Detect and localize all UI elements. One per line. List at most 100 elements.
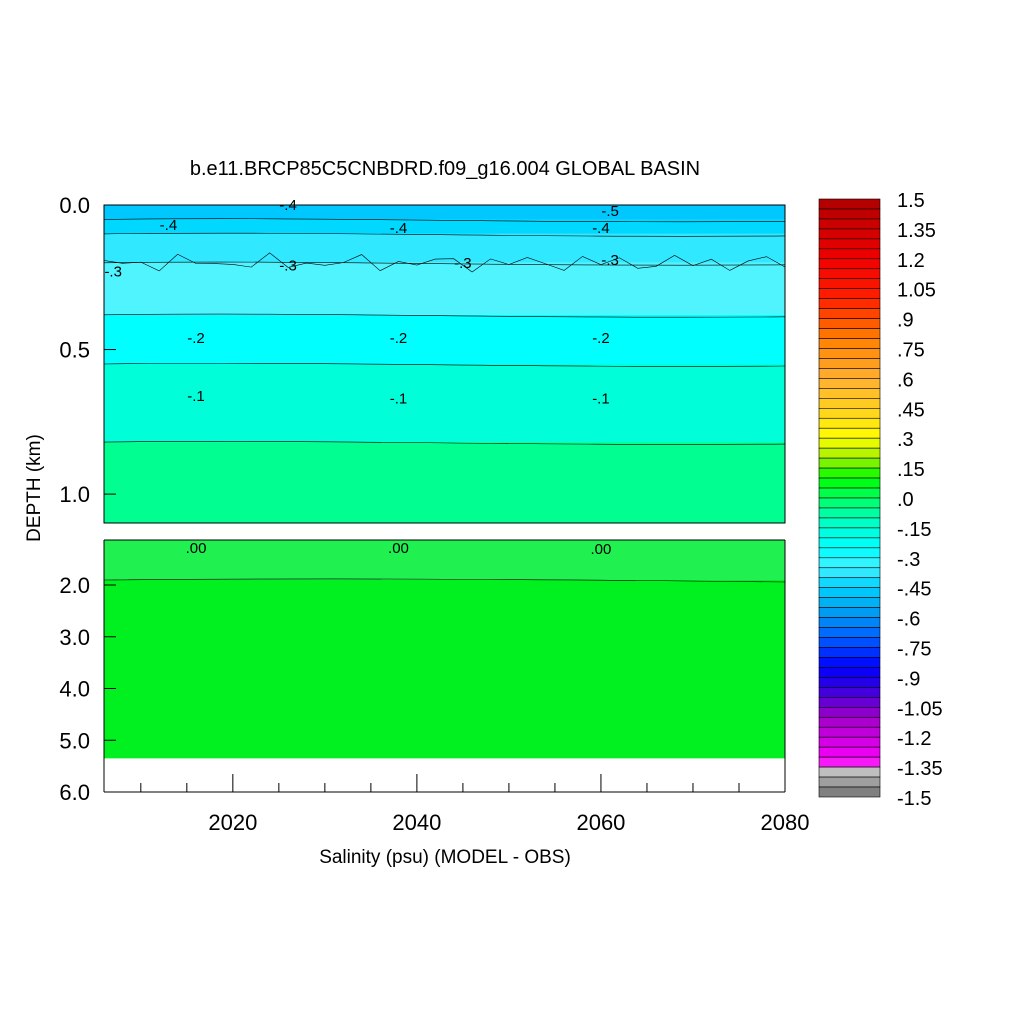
colorbar-swatch-58 [818,776,881,788]
colorbar-swatch-4 [818,238,881,250]
colorbar-swatch-8 [818,278,881,290]
colorbar-swatch-11 [818,308,881,319]
colorbar-swatch-26 [818,457,881,469]
colorbar-label-9: .15 [897,459,925,481]
colorbar-swatch-25 [818,447,881,459]
colorbar-label-20: -1.5 [897,788,931,810]
x-axis-label: Salinity (psu) (MODEL - OBS) [319,847,571,868]
contour-label-6: -.3 [279,258,297,275]
layer-fill-5 [104,364,785,443]
colorbar-swatch-34 [818,537,881,549]
layer-fill-6 [104,442,785,523]
colorbar-swatch-18 [818,378,881,389]
colorbar-label-3: 1.05 [897,280,936,302]
colorbar-swatch-14 [818,338,881,349]
layer-fill-1 [104,219,785,234]
contour-label-17: .00 [591,541,612,558]
colorbar-swatch-39 [818,587,881,598]
upper-panel-frame [103,204,786,524]
colorbar-swatch-20 [818,398,881,409]
colorbar-label-8: .3 [897,429,914,451]
colorbar-swatch-35 [818,547,881,559]
colorbar-swatch-30 [818,497,881,509]
x-axis: 2020 2040 2060 2080 [140,774,810,835]
colorbar-swatch-56 [818,756,881,768]
layer-fill-2 [104,233,785,263]
layer-fill-7 [104,540,785,580]
colorbar-label-0: 1.5 [897,190,925,212]
contour-label-4: -.5 [601,203,619,220]
colorbar-swatch-13 [818,328,881,339]
lower-panel: .00 .00 .00 2.0 3.0 4.0 5.0 6.0 [59,539,786,805]
contour-label-2: -.4 [390,220,408,237]
contour-line-6 [103,440,786,445]
y-axis-label: DEPTH (km) [24,434,45,542]
colorbar-swatch-38 [818,577,881,589]
contour-label-9: -.2 [187,330,205,347]
colorbar-swatch-19 [818,388,881,399]
colorbar-swatch-23 [818,427,881,439]
colorbar-swatch-22 [818,417,881,429]
colorbar-swatch-15 [818,348,881,359]
layer-fill-4 [104,314,785,364]
colorbar-label-12: -.3 [897,549,920,571]
colorbar-label-17: -1.05 [897,698,943,720]
contour-label-8: -.3 [601,252,619,269]
colorbar-label-6: .6 [897,369,914,391]
colorbar-swatch-7 [818,268,881,280]
colorbar-swatch-10 [818,298,881,309]
colorbar-swatch-50 [818,697,881,708]
colorbar: 1.5 1.35 1.2 1.05 .9 .75 .6 .45 .3 .15 .0 -.15 -.3 -.… [818,190,943,810]
colorbar-swatch-59 [818,786,881,798]
y-tick-label-upper-0: 0.0 [59,193,90,218]
colorbar-label-19: -1.35 [897,758,943,780]
colorbar-swatch-52 [818,716,881,728]
colorbar-swatch-44 [818,637,881,648]
colorbar-swatch-2 [818,218,881,230]
contour-label-3: -.4 [592,220,610,237]
colorbar-swatch-12 [818,318,881,329]
y-tick-label-lower-2: 4.0 [59,677,90,702]
y-tick-label-lower-0: 2.0 [59,573,90,598]
colorbar-label-15: -.75 [897,639,931,661]
colorbar-label-13: -.45 [897,579,931,601]
colorbar-label-2: 1.2 [897,250,925,272]
contour-label-7: -.3 [454,255,472,272]
contour-line-5 [103,362,786,367]
x-tick-label-0: 2020 [208,810,257,835]
colorbar-swatch-27 [818,467,881,479]
colorbar-swatch-57 [818,766,881,778]
contour-label-15: .00 [186,540,207,557]
colorbar-swatch-45 [818,647,881,658]
contour-line-8 [103,578,786,583]
chart-title: b.e11.BRCP85C5CNBDRD.f09_g16.004 GLOBAL … [190,158,700,180]
colorbar-swatch-42 [818,617,881,628]
colorbar-swatch-3 [818,228,881,240]
colorbar-swatch-31 [818,507,881,519]
colorbar-swatch-28 [818,477,881,489]
colorbar-swatch-51 [818,706,881,718]
contour-label-5: -.3 [104,263,122,280]
colorbar-label-11: -.15 [897,519,931,541]
contour-line-1 [103,218,786,223]
y-tick-label-lower-1: 3.0 [59,625,90,650]
x-tick-label-1: 2040 [392,810,441,835]
colorbar-swatch-36 [818,557,881,569]
colorbar-swatch-55 [818,746,881,758]
colorbar-label-16: -.9 [897,668,920,690]
y-tick-label-lower-3: 5.0 [59,728,90,753]
colorbar-swatch-53 [818,726,881,738]
colorbar-swatch-33 [818,527,881,539]
colorbar-label-14: -.6 [897,609,920,631]
colorbar-swatch-21 [818,407,881,419]
colorbar-swatch-0 [818,198,881,210]
colorbar-swatch-41 [818,607,881,618]
colorbar-swatch-5 [818,248,881,260]
y-tick-label-upper-2: 1.0 [59,482,90,507]
contour-label-13: -.1 [390,391,408,408]
contour-label-11: -.2 [592,330,610,347]
colorbar-swatch-1 [818,208,881,220]
layer-fill-3 [104,262,785,315]
x-tick-label-3: 2080 [761,810,810,835]
